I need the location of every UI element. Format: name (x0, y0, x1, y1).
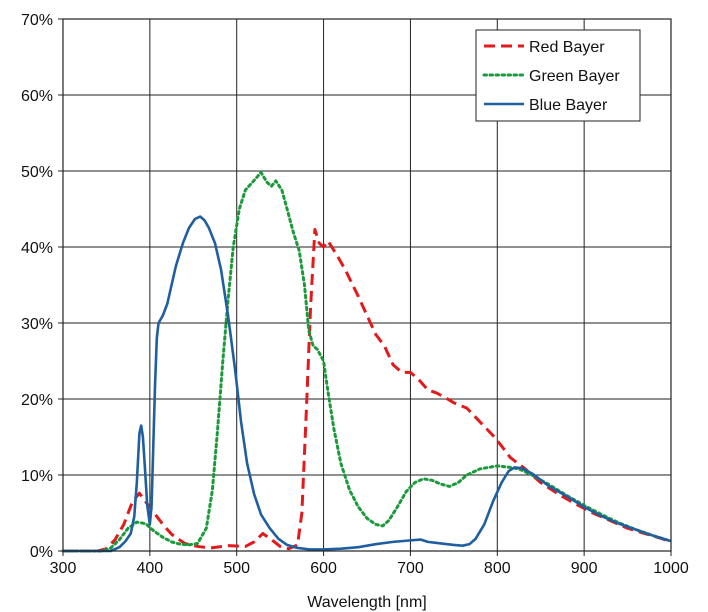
x-tick-label: 500 (223, 560, 250, 577)
y-tick-label: 30% (21, 316, 53, 333)
x-tick-label: 900 (571, 560, 598, 577)
x-tick-label: 400 (137, 560, 164, 577)
y-tick-label: 60% (21, 88, 53, 105)
x-tick-label: 600 (310, 560, 337, 577)
y-tick-label: 40% (21, 240, 53, 257)
y-tick-label: 70% (21, 12, 53, 29)
x-axis-title: Wavelength [nm] (307, 594, 426, 611)
y-tick-label: 10% (21, 468, 53, 485)
y-tick-label: 0% (30, 544, 53, 561)
y-tick-label: 50% (21, 164, 53, 181)
series-line-red-bayer (63, 228, 672, 553)
axes: 300 400 500 600 700 800 900 1000 0% 10% 20% 30% 40% 5… (21, 12, 689, 611)
y-tick-label: 20% (21, 392, 53, 409)
legend: Red Bayer Green Bayer Blue Bayer (475, 29, 641, 122)
x-tick-label: 700 (397, 560, 424, 577)
x-tick-label: 800 (484, 560, 511, 577)
plot-border (62, 18, 672, 552)
series-line-green-bayer (61, 171, 673, 553)
legend-label-green-bayer: Green Bayer (529, 68, 620, 85)
series-lines (61, 171, 673, 553)
x-tick-label: 300 (50, 560, 77, 577)
legend-label-red-bayer: Red Bayer (529, 39, 605, 56)
x-tick-label: 1000 (653, 560, 689, 577)
legend-label-blue-bayer: Blue Bayer (529, 97, 608, 114)
series-line-blue-bayer (63, 215, 672, 553)
